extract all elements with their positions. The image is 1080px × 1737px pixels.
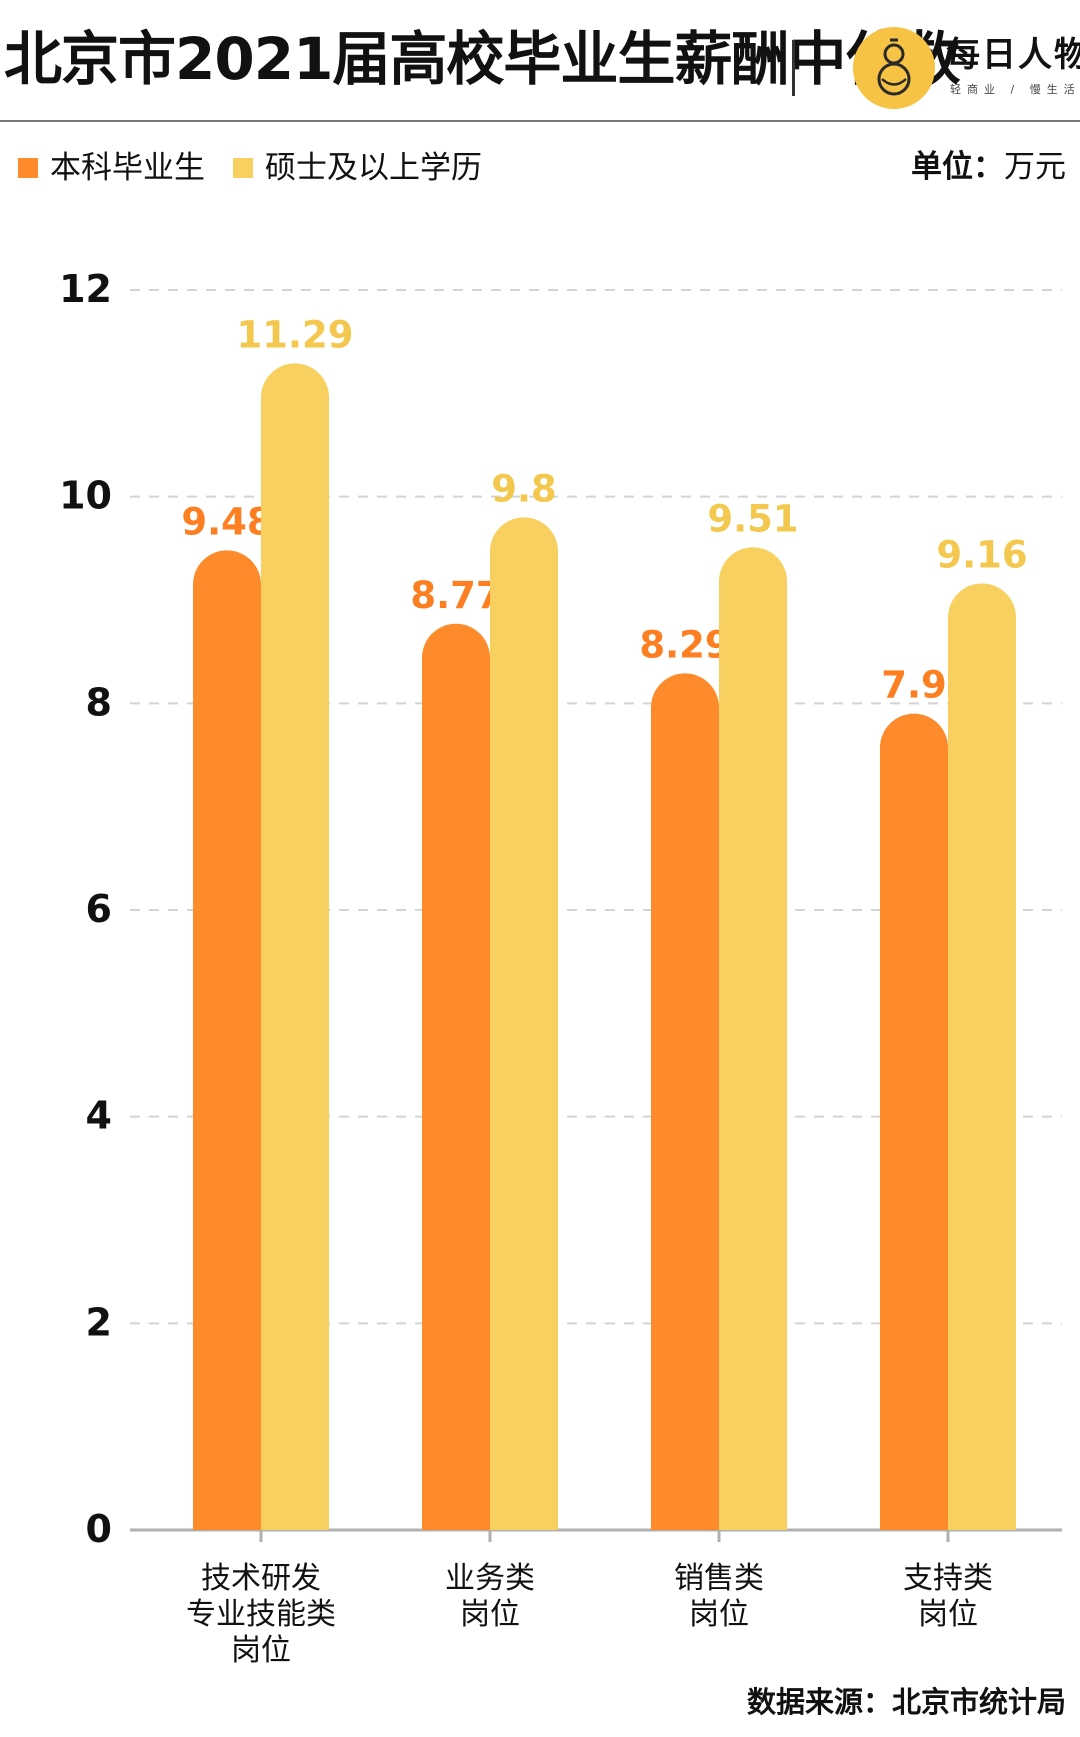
legend-swatch-bachelor — [18, 158, 38, 178]
bar-bachelor — [651, 673, 719, 1530]
bar-master — [261, 363, 329, 1530]
x-tick-label: 业务类 — [445, 1561, 535, 1596]
brand-slogan: 轻商业 / 慢生活 — [950, 83, 1080, 96]
data-source: 数据来源：北京市统计局 — [746, 1685, 1066, 1719]
unit-key: 单位： — [911, 149, 1004, 185]
bar-bachelor — [880, 713, 948, 1530]
y-tick-label: 0 — [86, 1507, 112, 1551]
data-label-master: 9.51 — [707, 497, 798, 540]
data-label-master: 11.29 — [236, 313, 353, 356]
x-tick-label: 专业技能类 — [186, 1597, 336, 1632]
data-label-bachelor: 7.9 — [881, 664, 947, 707]
legend-swatch-master — [233, 158, 253, 178]
header: 北京市2021届高校毕业生薪酬中位数 每日人物 轻商业 / 慢生活 — [0, 0, 1080, 122]
data-label-master: 9.16 — [936, 533, 1027, 576]
bar-master — [490, 517, 558, 1530]
legend-item-bachelor: 本科毕业生 — [18, 149, 205, 186]
bar-bachelor — [422, 623, 490, 1530]
page-title: 北京市2021届高校毕业生薪酬中位数 — [4, 25, 960, 93]
y-tick-label: 4 — [86, 1094, 112, 1138]
y-tick-label: 8 — [86, 680, 112, 724]
x-tick-label: 岗位 — [231, 1633, 291, 1668]
x-tick-label: 销售类 — [674, 1561, 764, 1596]
x-tick-label: 岗位 — [689, 1597, 749, 1632]
legend-item-master: 硕士及以上学历 — [233, 149, 482, 186]
y-tick-label: 10 — [59, 474, 112, 518]
chart-legend: 本科毕业生 硕士及以上学历 — [18, 150, 510, 186]
x-tick-label: 岗位 — [918, 1597, 978, 1632]
data-label-master: 9.8 — [491, 467, 557, 510]
y-tick-label: 2 — [86, 1300, 112, 1344]
bar-master — [719, 547, 787, 1530]
data-label-bachelor: 9.48 — [181, 500, 272, 543]
legend-label-bachelor: 本科毕业生 — [50, 149, 205, 186]
unit-value: 万元 — [1004, 149, 1066, 185]
y-tick-label: 12 — [59, 267, 112, 311]
y-tick-label: 6 — [86, 887, 112, 931]
legend-label-master: 硕士及以上学历 — [265, 149, 482, 186]
data-label-bachelor: 8.77 — [410, 574, 501, 617]
x-tick-label: 岗位 — [460, 1597, 520, 1632]
bar-master — [948, 583, 1016, 1530]
x-tick-label: 技术研发 — [201, 1561, 321, 1596]
gourd-logo-icon — [853, 27, 935, 109]
title-divider — [792, 40, 795, 96]
x-tick-label: 支持类 — [903, 1561, 993, 1596]
unit-label: 单位：万元 — [911, 149, 1066, 186]
brand-name: 每日人物 — [946, 35, 1080, 75]
bar-bachelor — [193, 550, 261, 1530]
data-label-bachelor: 8.29 — [639, 623, 730, 666]
